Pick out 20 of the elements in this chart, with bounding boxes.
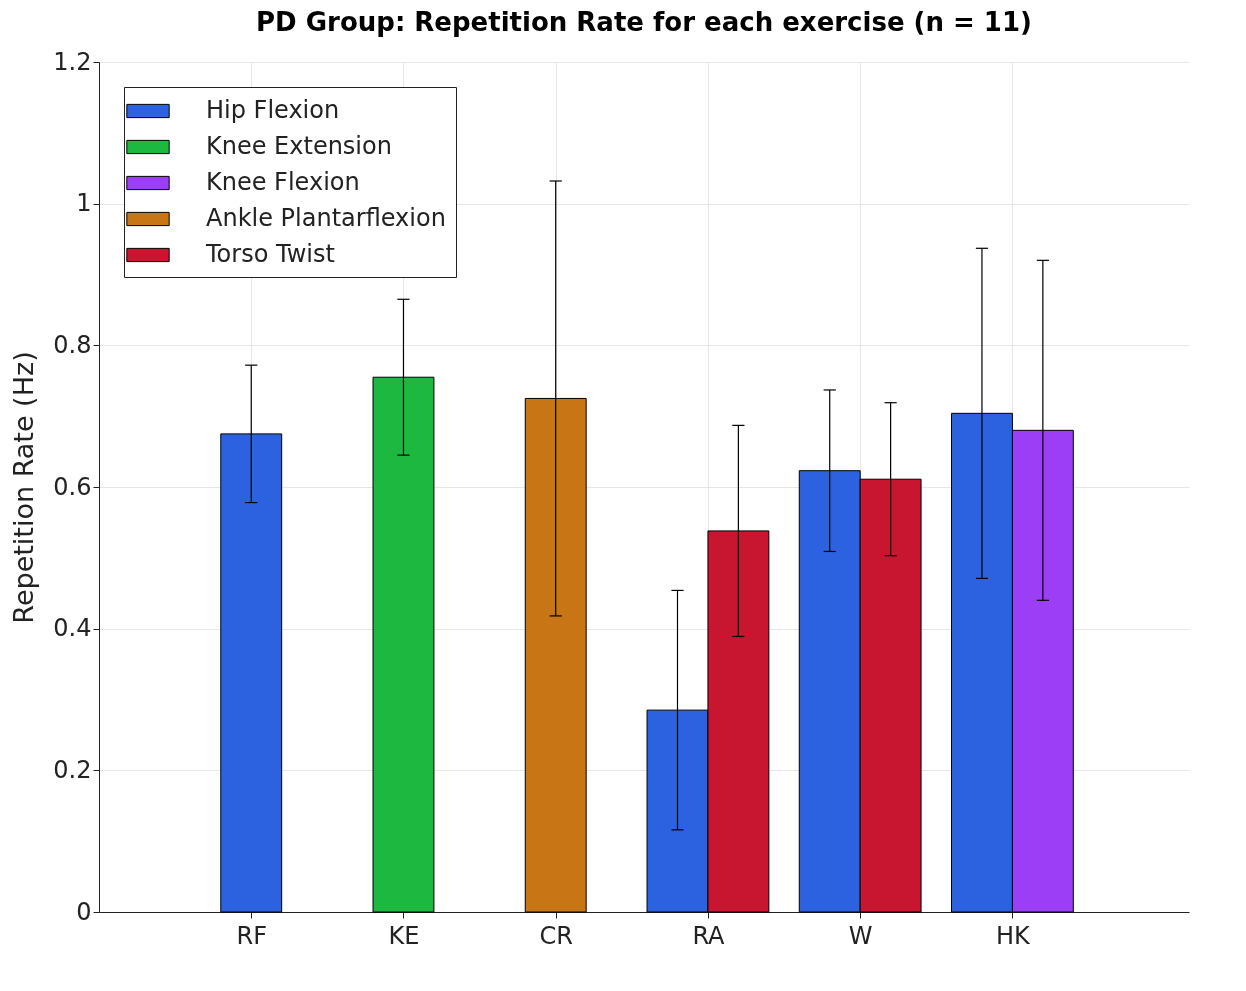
y-tick-label: 1.2	[53, 47, 92, 76]
x-tick-label: RF	[236, 921, 267, 950]
x-tick-label: KE	[388, 921, 420, 950]
y-tick-label: 0	[76, 897, 92, 926]
x-tick-label: CR	[539, 921, 573, 950]
chart-title: PD Group: Repetition Rate for each exercise (n = 11)	[256, 7, 1032, 37]
x-tick-label: HK	[996, 921, 1032, 950]
y-tick-label: 0.4	[53, 614, 92, 643]
y-axis-title: Repetition Rate (Hz)	[8, 351, 40, 624]
legend-label: Knee Extension	[206, 132, 392, 160]
y-tick-label: 0.2	[53, 755, 92, 784]
legend-label: Knee Flexion	[206, 168, 360, 196]
legend-label: Ankle Plantarflexion	[206, 204, 446, 232]
y-tick-label: 1	[76, 189, 92, 218]
y-tick-label: 0.6	[53, 472, 92, 501]
y-tick-label: 0.8	[53, 330, 92, 359]
x-tick-label: RA	[692, 921, 726, 950]
legend-label: Hip Flexion	[206, 96, 340, 124]
legend-label: Torso Twist	[205, 240, 335, 268]
x-tick-label: W	[848, 921, 873, 950]
